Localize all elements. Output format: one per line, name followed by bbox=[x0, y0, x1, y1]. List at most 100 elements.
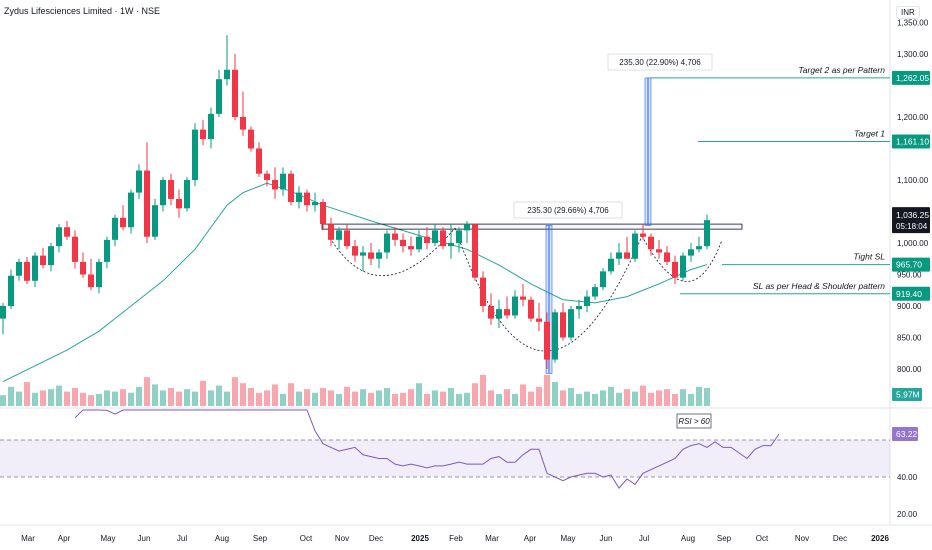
candle-body bbox=[8, 275, 14, 306]
candle-body bbox=[216, 79, 222, 114]
candle-body bbox=[192, 129, 198, 180]
candle-body bbox=[656, 249, 662, 253]
candle-body bbox=[448, 243, 454, 247]
candle-body bbox=[688, 249, 694, 256]
candle-body bbox=[232, 69, 238, 117]
candle-body bbox=[464, 224, 470, 231]
candle-body bbox=[256, 148, 262, 174]
volume-bar bbox=[72, 388, 78, 406]
volume-bar bbox=[552, 382, 558, 406]
candle-body bbox=[224, 69, 230, 80]
price-tick-label: 950.00 bbox=[897, 271, 922, 280]
candle-body bbox=[400, 239, 406, 247]
candle-body bbox=[496, 309, 502, 319]
volume-bar bbox=[440, 391, 446, 406]
candle-body bbox=[16, 261, 22, 276]
volume-bar bbox=[584, 391, 590, 406]
currency-button[interactable]: INR bbox=[896, 6, 920, 19]
volume-bar bbox=[328, 390, 334, 406]
volume-bar bbox=[88, 395, 94, 406]
volume-bar bbox=[528, 391, 534, 406]
volume-bar bbox=[472, 383, 478, 406]
volume-bar bbox=[24, 382, 30, 406]
candle-body bbox=[144, 170, 150, 237]
last-price-text: 1,036.25 bbox=[896, 210, 929, 220]
candle-body bbox=[336, 230, 342, 240]
volume-bar bbox=[80, 392, 86, 406]
volume-bar bbox=[408, 389, 414, 406]
time-axis-label: Nov bbox=[795, 534, 809, 543]
volume-bar bbox=[8, 386, 14, 406]
volume-bar bbox=[288, 383, 294, 406]
volume-bar bbox=[120, 389, 126, 406]
volume-bar bbox=[264, 390, 270, 406]
candle-body bbox=[584, 296, 590, 306]
volume-bar bbox=[632, 391, 638, 406]
volume-bar bbox=[496, 394, 502, 406]
candle-body bbox=[552, 312, 558, 360]
candle-body bbox=[592, 287, 598, 297]
volume-bar bbox=[40, 390, 46, 406]
price-tick-label: 1,100.00 bbox=[897, 176, 929, 185]
time-axis-label: Nov bbox=[335, 534, 349, 543]
candle-body bbox=[600, 271, 606, 288]
candle-body bbox=[360, 252, 366, 256]
volume-bar bbox=[128, 392, 134, 406]
volume-bar bbox=[240, 383, 246, 406]
candle-body bbox=[272, 180, 278, 190]
volume-bar bbox=[280, 394, 286, 406]
candle-body bbox=[632, 233, 638, 259]
volume-bar bbox=[608, 386, 614, 406]
level-label: Tight SL bbox=[853, 252, 885, 262]
time-axis-label: Apr bbox=[58, 534, 71, 543]
volume-bar bbox=[248, 388, 254, 406]
rsi-annotation: RSI > 60 bbox=[678, 417, 710, 426]
price-tick-label: 1,000.00 bbox=[897, 239, 929, 248]
volume-bar bbox=[504, 389, 510, 406]
time-axis-label: Dec bbox=[833, 534, 847, 543]
level-price-tag bbox=[892, 257, 930, 272]
candle-body bbox=[472, 224, 478, 278]
candle-body bbox=[64, 227, 70, 237]
candle-body bbox=[160, 180, 166, 206]
candle-body bbox=[304, 192, 310, 206]
candle-body bbox=[432, 230, 438, 243]
volume-bar bbox=[696, 386, 702, 406]
moving-average-line bbox=[2, 182, 708, 383]
candle-body bbox=[152, 205, 158, 237]
volume-bar bbox=[536, 386, 542, 406]
candle-body bbox=[616, 252, 622, 259]
volume-bar bbox=[488, 390, 494, 406]
volume-bar bbox=[160, 390, 166, 406]
candle-body bbox=[640, 233, 646, 237]
volume-bar bbox=[216, 385, 222, 406]
rsi-value-text: 63.22 bbox=[896, 429, 918, 439]
volume-bar bbox=[16, 391, 22, 406]
volume-bar bbox=[672, 394, 678, 406]
candle-body bbox=[384, 233, 390, 253]
price-tick-label: 850.00 bbox=[897, 334, 922, 343]
volume-bar bbox=[600, 390, 606, 406]
candle-body bbox=[344, 230, 350, 247]
candle-body bbox=[56, 227, 62, 247]
rsi-tick-label: 20.00 bbox=[897, 510, 918, 519]
price-tick-label: 1,200.00 bbox=[897, 113, 929, 122]
volume-bar bbox=[176, 391, 182, 406]
volume-bar bbox=[144, 377, 150, 406]
volume-bar bbox=[560, 390, 566, 406]
volume-bar bbox=[376, 390, 382, 406]
candle-body bbox=[184, 180, 190, 209]
volume-bar bbox=[384, 388, 390, 406]
candle-body bbox=[208, 113, 214, 140]
volume-bar bbox=[664, 389, 670, 406]
candle-body bbox=[680, 255, 686, 278]
volume-bar bbox=[296, 391, 302, 406]
volume-bar bbox=[568, 388, 574, 406]
right-shoulder-arc bbox=[641, 235, 723, 282]
candle-body bbox=[528, 299, 534, 319]
candle-body bbox=[176, 198, 182, 209]
level-price-tag bbox=[892, 134, 930, 149]
volume-bar bbox=[456, 394, 462, 406]
candle-body bbox=[568, 309, 574, 338]
